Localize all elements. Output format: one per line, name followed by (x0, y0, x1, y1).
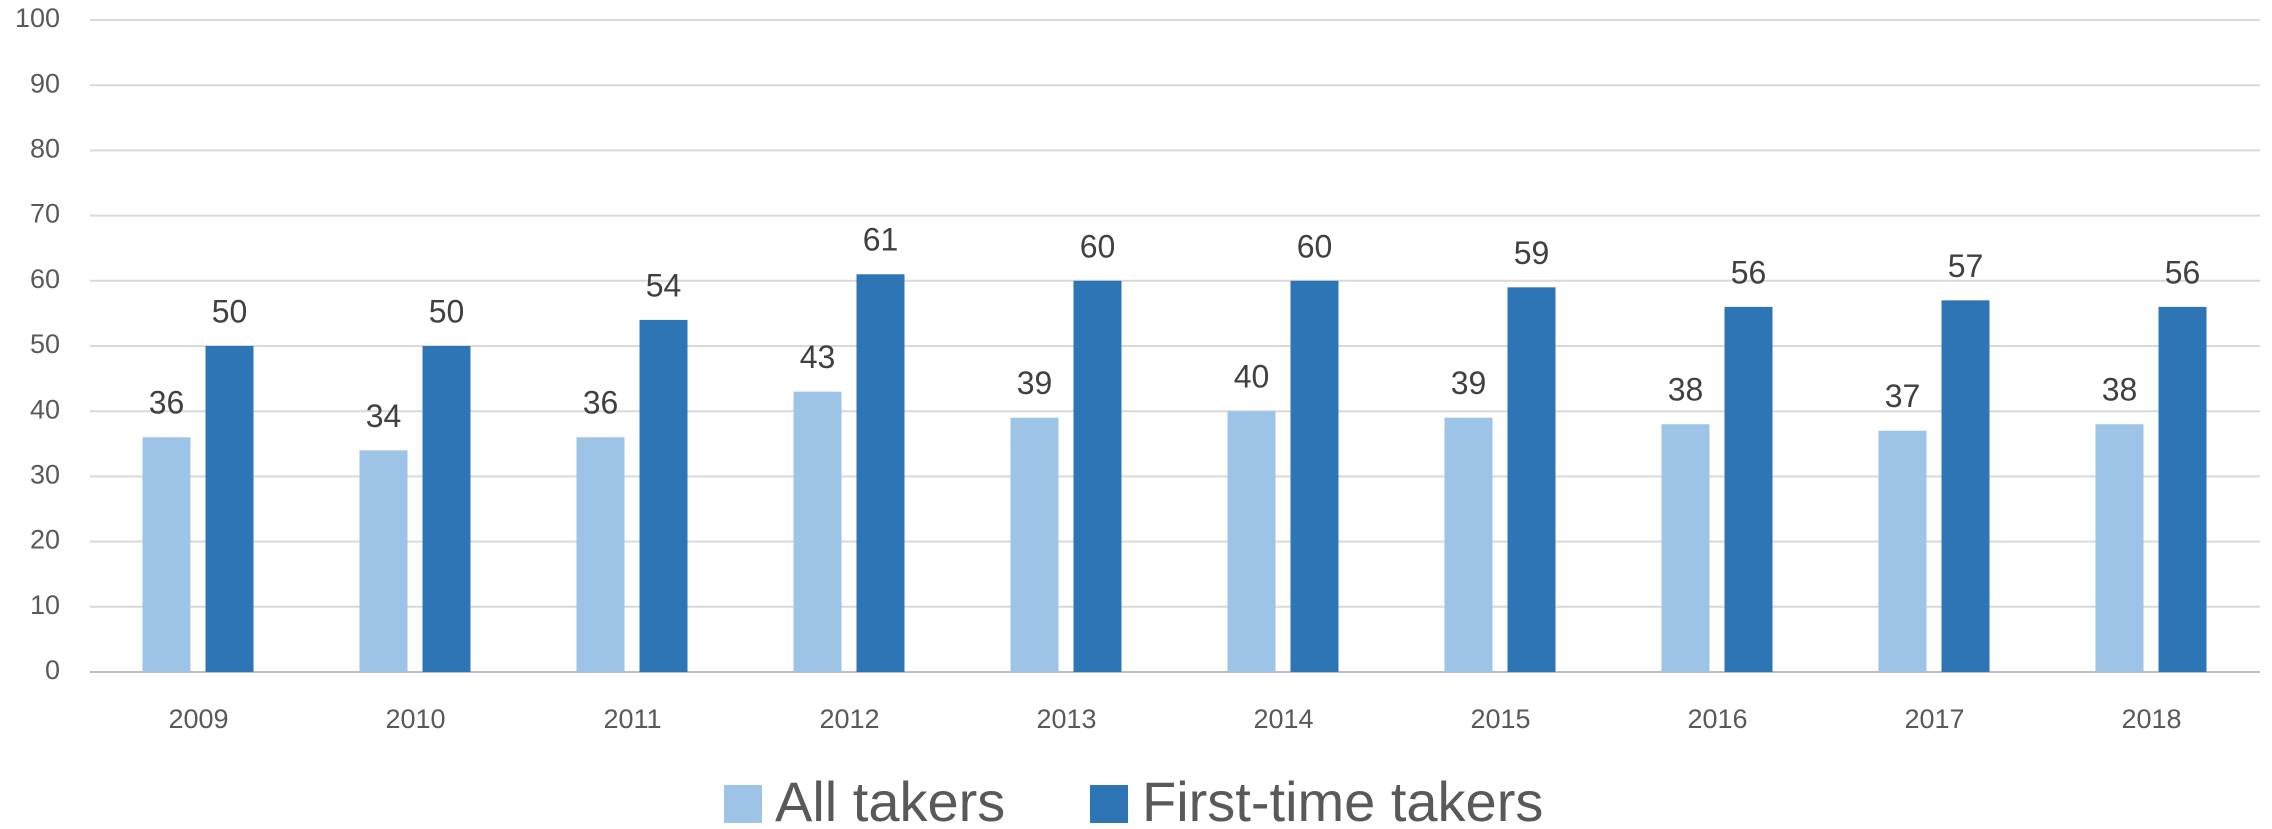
data-label: 59 (1514, 235, 1550, 271)
x-tick-label: 2009 (168, 704, 228, 734)
x-tick-label: 2012 (819, 704, 879, 734)
data-label: 60 (1080, 228, 1116, 264)
x-tick-label: 2014 (1253, 704, 1313, 734)
data-label: 50 (212, 293, 248, 329)
legend-label: All takers (775, 770, 1005, 829)
bar (856, 274, 905, 672)
y-tick-label: 40 (30, 394, 60, 424)
data-label: 61 (863, 222, 899, 258)
y-tick-label: 30 (30, 460, 60, 490)
legend-label: First-time takers (1142, 770, 1543, 829)
bar (422, 346, 471, 672)
y-tick-label: 20 (30, 525, 60, 555)
x-tick-label: 2011 (603, 704, 661, 734)
data-label: 39 (1017, 365, 1053, 401)
y-tick-label: 0 (45, 655, 60, 685)
y-tick-label: 10 (30, 590, 60, 620)
y-tick-label: 60 (30, 264, 60, 294)
bar (1010, 417, 1059, 672)
bar (1878, 430, 1927, 672)
data-label: 38 (1668, 372, 1704, 408)
data-label: 60 (1297, 228, 1333, 264)
bar (142, 437, 191, 672)
data-label: 56 (1731, 254, 1767, 290)
data-label: 50 (429, 293, 465, 329)
bar (2095, 424, 2144, 672)
legend-swatch (1090, 785, 1128, 823)
data-label: 56 (2165, 254, 2201, 290)
data-label: 36 (149, 385, 185, 421)
x-tick-label: 2016 (1687, 704, 1747, 734)
bar (576, 437, 625, 672)
x-tick-label: 2017 (1904, 704, 1964, 734)
data-label: 34 (366, 398, 402, 434)
data-label: 57 (1948, 248, 1984, 284)
bar (1444, 417, 1493, 672)
bar (2158, 306, 2207, 672)
x-tick-label: 2018 (2121, 704, 2181, 734)
data-label: 54 (646, 267, 682, 303)
bar (359, 450, 408, 672)
y-tick-label: 100 (15, 3, 60, 33)
bar (793, 391, 842, 672)
bar (205, 346, 254, 672)
bar (1227, 411, 1276, 672)
data-label: 43 (800, 339, 836, 375)
data-label: 39 (1451, 365, 1487, 401)
y-tick-label: 80 (30, 134, 60, 164)
bar (1507, 287, 1556, 672)
x-tick-label: 2010 (385, 704, 445, 734)
legend-swatch (724, 785, 762, 823)
x-tick-label: 2013 (1036, 704, 1096, 734)
bar (1073, 280, 1122, 672)
data-label: 38 (2102, 372, 2138, 408)
y-tick-label: 50 (30, 329, 60, 359)
y-tick-label: 70 (30, 199, 60, 229)
bar (1724, 306, 1773, 672)
data-label: 40 (1234, 359, 1270, 395)
bar (1941, 300, 1990, 672)
data-label: 37 (1885, 378, 1921, 414)
bar (639, 319, 688, 672)
bar (1290, 280, 1339, 672)
bar (1661, 424, 1710, 672)
data-label: 36 (583, 385, 619, 421)
y-tick-label: 90 (30, 68, 60, 98)
x-tick-label: 2015 (1470, 704, 1530, 734)
